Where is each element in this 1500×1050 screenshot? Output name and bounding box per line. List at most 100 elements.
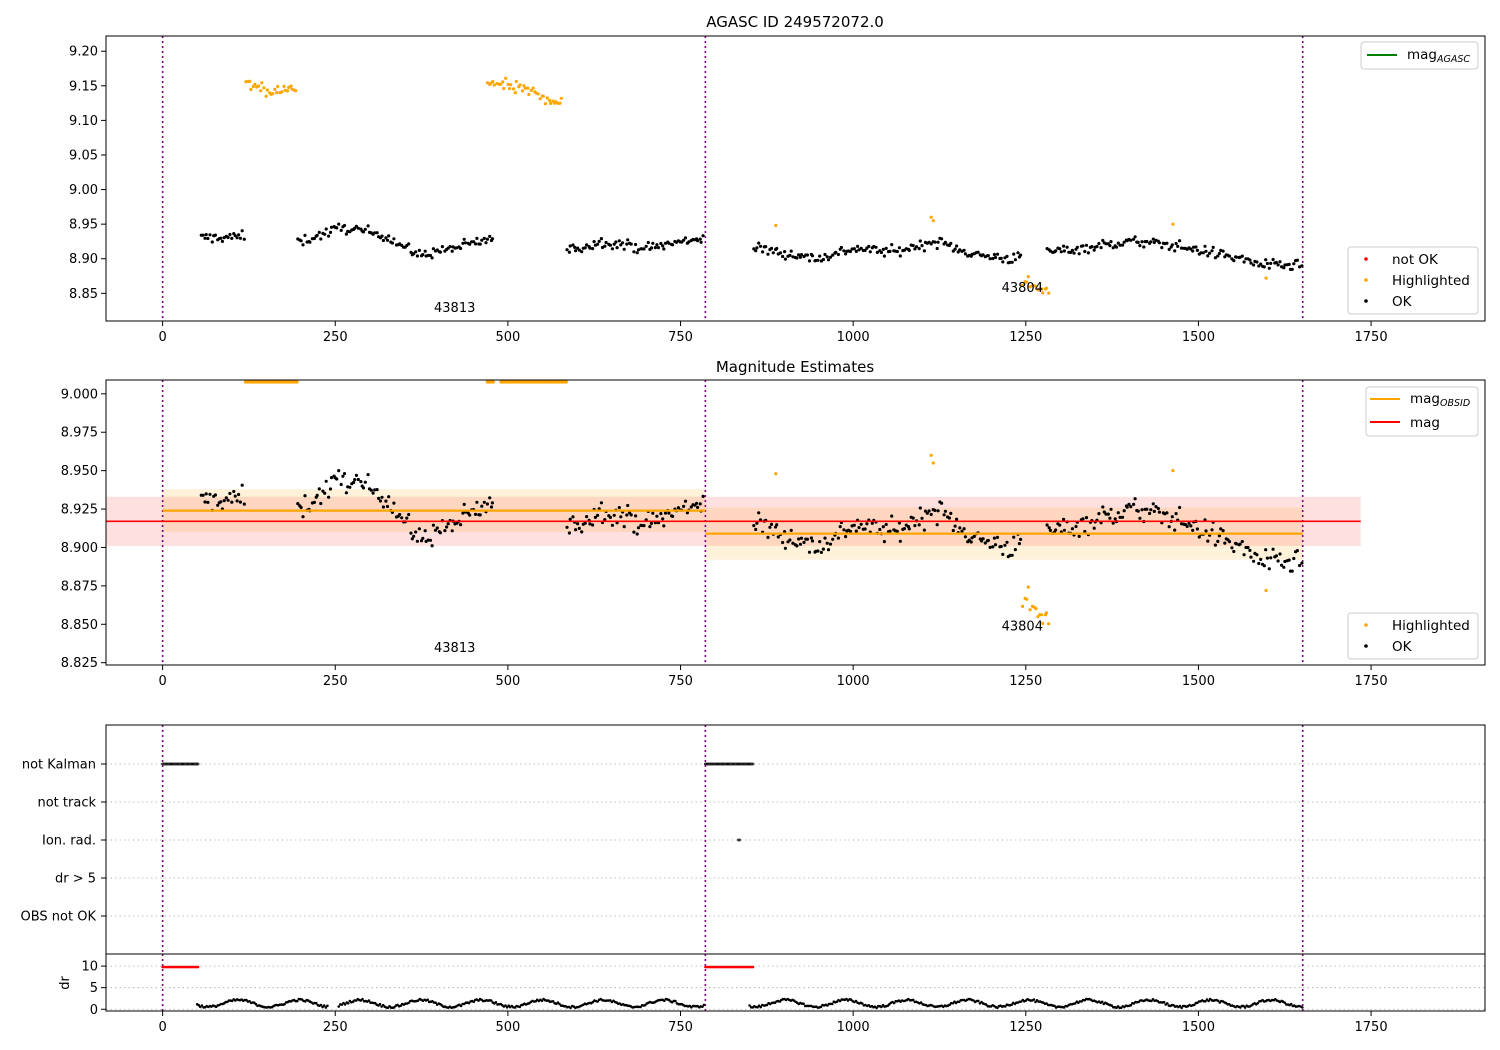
ok-point	[807, 550, 812, 554]
dr-point	[951, 1002, 955, 1005]
dr-point	[407, 1001, 410, 1005]
ok-point	[1211, 245, 1215, 249]
ok-point	[761, 250, 765, 254]
ok-point	[922, 249, 927, 253]
ok-point	[573, 245, 577, 249]
ok-point	[468, 242, 472, 246]
ok-point	[233, 234, 237, 238]
ok-point	[651, 241, 655, 245]
ok-point	[482, 236, 486, 240]
y-tick-label: 8.850	[61, 618, 98, 633]
ok-point	[986, 254, 990, 258]
ok-point	[836, 536, 841, 540]
ok-point	[642, 247, 646, 251]
highlighted-point	[273, 87, 277, 91]
ok-point	[819, 550, 824, 555]
ok-point	[1292, 556, 1296, 561]
dr-point	[1010, 1003, 1013, 1006]
ok-point	[1191, 249, 1195, 253]
ok-point	[662, 247, 666, 251]
ok-point	[238, 500, 242, 504]
ok-point	[203, 500, 207, 504]
ok-point	[842, 249, 846, 253]
ok-point	[907, 527, 911, 531]
ok-point	[988, 545, 992, 550]
ok-point	[468, 513, 472, 517]
panel-2-frame	[105, 379, 1486, 666]
ok-point	[387, 234, 391, 238]
x-tick-label: 1750	[1355, 330, 1388, 345]
ok-point	[923, 509, 928, 513]
ok-point	[1045, 523, 1049, 527]
x-tick-label: 500	[495, 674, 520, 689]
dr-point	[1150, 999, 1153, 1003]
ok-point	[1267, 266, 1271, 270]
ok-point	[1084, 516, 1089, 520]
ok-point	[1269, 261, 1273, 265]
panel-1-plot-area	[161, 36, 1304, 321]
ok-point	[472, 240, 476, 244]
ok-point	[603, 244, 607, 248]
ok-point	[783, 250, 787, 254]
ok-point	[1047, 526, 1051, 530]
y-tick-label: 9.00	[69, 183, 98, 198]
ok-point	[1227, 254, 1232, 258]
ok-point	[1058, 523, 1062, 527]
ok-point	[755, 521, 759, 525]
ok-point	[857, 526, 861, 530]
ok-point	[438, 531, 442, 535]
ok-point	[592, 240, 596, 244]
highlighted-point	[259, 89, 263, 93]
ok-point	[661, 244, 665, 248]
ok-point	[683, 236, 688, 240]
ok-point	[881, 247, 885, 251]
ok-point	[204, 233, 208, 237]
ok-point	[1122, 240, 1126, 244]
x-tick-label: 250	[323, 330, 348, 345]
ok-point	[1133, 235, 1137, 239]
ok-point	[656, 246, 661, 250]
ok-point	[689, 505, 693, 509]
highlighted-point	[507, 87, 512, 91]
ok-point	[571, 515, 575, 519]
ok-point	[485, 502, 489, 506]
ok-point	[1070, 248, 1074, 252]
ok-point	[918, 506, 922, 510]
ok-point	[771, 251, 775, 255]
ok-point	[296, 502, 300, 506]
highlighted-point	[504, 76, 508, 80]
ok-point	[636, 248, 641, 252]
ok-point	[1138, 244, 1142, 248]
ok-point	[798, 255, 803, 259]
magnitude-estimates-panel: Magnitude Estimates 0 250 500 750 1000 1250 15…	[61, 358, 1486, 689]
ok-point	[565, 248, 569, 252]
highlighted-point	[559, 96, 564, 100]
obsid-annotation: 43813	[434, 641, 475, 656]
ok-point	[1290, 267, 1294, 271]
ok-point	[423, 529, 427, 533]
ok-point	[1086, 251, 1090, 255]
ok-point	[1216, 539, 1220, 544]
ok-point	[230, 500, 234, 504]
ok-point	[1104, 242, 1108, 246]
ok-point	[1109, 240, 1113, 244]
panel-2-title: Magnitude Estimates	[716, 358, 874, 376]
ok-point	[816, 549, 820, 553]
panel-1-frame	[105, 35, 1486, 322]
x-tick-label: 1250	[1009, 330, 1042, 345]
ok-point	[1101, 238, 1105, 243]
x-tick-label: 250	[323, 1020, 348, 1035]
highlighted-point	[514, 79, 518, 84]
ok-point	[626, 238, 630, 242]
ok-point	[999, 256, 1003, 260]
ok-point	[583, 521, 587, 525]
ok-point	[935, 246, 939, 251]
ok-point	[423, 249, 427, 253]
ok-point	[917, 523, 921, 527]
ok-point	[768, 525, 772, 529]
ok-point	[1129, 238, 1133, 242]
ok-point	[385, 504, 390, 509]
ok-point	[1062, 517, 1066, 522]
dr-point	[1032, 998, 1036, 1001]
ok-point	[375, 231, 379, 235]
